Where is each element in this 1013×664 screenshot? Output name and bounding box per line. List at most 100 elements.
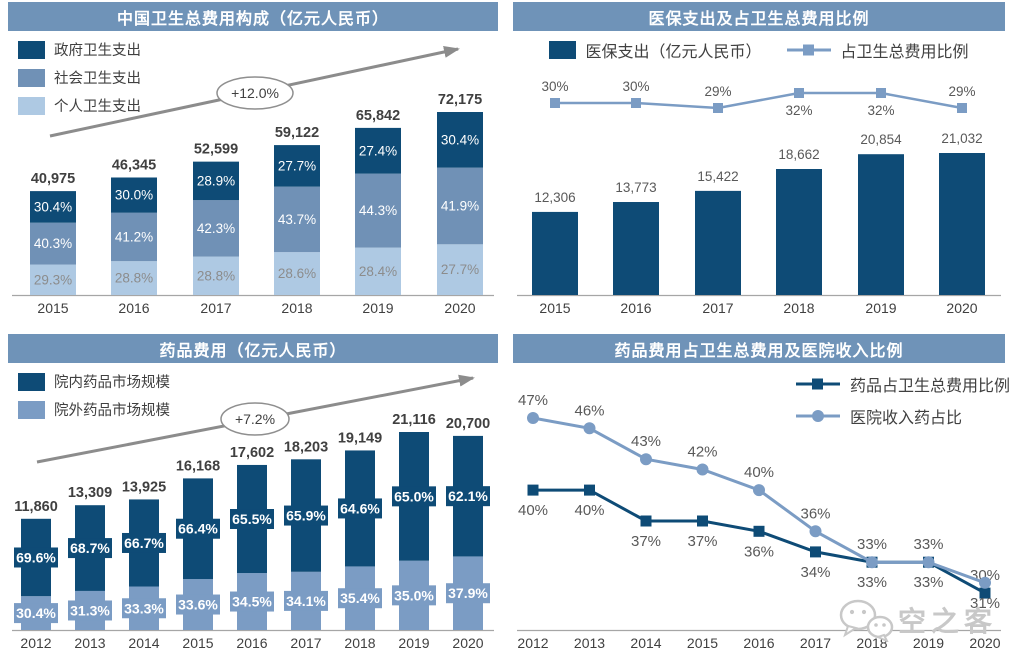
circle-marker — [979, 576, 991, 589]
legend-item: 占卫生总费用比例 — [786, 38, 969, 62]
segment-pct-label: 41.9% — [441, 198, 479, 213]
legend-line-square-icon — [796, 378, 840, 390]
pct-label: 42% — [687, 444, 717, 461]
legend-item: 社会卫生支出 — [18, 67, 141, 88]
legend-line-square-icon — [786, 44, 831, 56]
total-label: 40,975 — [31, 171, 75, 187]
x-axis-tick-label: 2017 — [290, 635, 321, 651]
x-axis-tick-label: 2013 — [574, 635, 605, 651]
growth-annotation-bubble — [220, 402, 290, 436]
segment-label-chip — [68, 600, 112, 621]
stacked-bar-2019: 28.4% 44.3% 27.4% — [355, 127, 401, 295]
segment-pct-label: 68.7% — [70, 540, 110, 556]
legend-line-circle-icon — [796, 410, 840, 422]
bar-segment — [30, 222, 76, 265]
bar-segment — [30, 191, 76, 223]
x-axis-tick-label: 2019 — [398, 635, 429, 651]
bar-segment — [193, 161, 239, 201]
total-label: 13,925 — [122, 479, 166, 495]
bar-2020 — [939, 153, 985, 295]
stacked-bar-2016: 28.8% 41.2% 30.0% — [111, 177, 157, 295]
segment-pct-label: 41.2% — [115, 229, 153, 244]
segment-label-chip — [446, 486, 490, 507]
segment-pct-label: 62.1% — [448, 488, 488, 504]
segment-pct-label: 27.4% — [359, 143, 397, 158]
legend-swatch-icon — [18, 96, 45, 115]
x-axis-tick-label: 2016 — [620, 300, 651, 316]
stacked-bar-2015: 33.6% 66.4% — [176, 478, 220, 630]
segment-pct-label: 66.4% — [178, 521, 218, 537]
bar-segment — [437, 167, 483, 245]
bar-segment — [437, 112, 483, 168]
wechat-chat-bubbles-icon — [839, 599, 894, 642]
total-label: 13,309 — [68, 485, 112, 501]
pct-label: 30% — [622, 79, 649, 94]
segment-label-chip — [284, 505, 328, 526]
segment-pct-label: 66.7% — [124, 535, 164, 551]
total-label: 20,700 — [446, 416, 490, 432]
total-label: 46,345 — [112, 157, 156, 173]
x-axis-tick-label: 2020 — [946, 300, 977, 316]
stacked-bar-2020: 37.9% 62.1% — [446, 435, 490, 630]
circle-marker — [583, 422, 596, 435]
stacked-bar-2020: 27.7% 41.9% 30.4% — [437, 112, 483, 295]
x-axis-tick-label: 2015 — [539, 300, 570, 316]
segment-pct-label: 69.6% — [16, 549, 56, 565]
segment-label-chip — [68, 538, 112, 559]
segment-label-chip — [14, 603, 58, 624]
stacked-bar-2016: 34.5% 65.5% — [230, 464, 274, 630]
line-marker — [713, 103, 723, 113]
stacked-bar-2013: 31.3% 68.7% — [68, 505, 112, 630]
segment-pct-label: 28.9% — [197, 173, 235, 188]
segment-pct-label: 31.3% — [70, 602, 110, 618]
segment-label-chip — [230, 509, 274, 530]
segment-pct-label: 44.3% — [359, 203, 397, 218]
x-axis-tick-label: 2018 — [783, 300, 814, 316]
growth-annotation-label: +7.2% — [235, 411, 275, 427]
circle-marker — [527, 412, 539, 424]
square-marker — [697, 515, 708, 527]
bar-value-label: 18,662 — [778, 147, 819, 162]
panel-drug-share-ratios: 药品费用占卫生总费用及医院收入比例 药品占卫生总费用比例 医院收入药占比 40% 4… — [513, 334, 1010, 660]
pct-label: 31% — [970, 595, 1000, 612]
pct-label: 33% — [913, 574, 943, 591]
total-label: 59,122 — [275, 125, 319, 141]
bar-segment — [111, 212, 157, 262]
x-axis-tick-label: 2015 — [182, 635, 213, 651]
square-marker — [753, 525, 765, 537]
pct-label: 29% — [948, 84, 975, 99]
segment-pct-label: 65.0% — [394, 488, 434, 504]
pct-label: 33% — [857, 536, 887, 553]
segment-pct-label: 30.4% — [16, 605, 56, 621]
total-label: 18,203 — [284, 439, 328, 455]
stacked-bar-2018: 28.6% 43.7% 27.7% — [274, 145, 320, 295]
x-axis-tick-label: 2018 — [856, 635, 887, 651]
pct-label: 34% — [800, 564, 830, 581]
square-marker — [527, 484, 539, 496]
pct-label: 33% — [857, 574, 887, 591]
total-label: 72,175 — [438, 92, 482, 108]
legend-label: 政府卫生支出 — [54, 43, 141, 59]
x-axis-tick-label: 2016 — [743, 635, 774, 651]
x-axis-tick-label: 2017 — [702, 300, 733, 316]
bar-segment — [274, 252, 320, 295]
legend: 院内药品市场规模 院外药品市场规模 — [18, 371, 170, 420]
pct-label: 37% — [687, 533, 717, 550]
x-axis-tick-label: 2012 — [517, 635, 548, 651]
legend-swatch-icon — [18, 68, 45, 87]
line-marker — [550, 98, 560, 108]
bar-segment — [274, 186, 320, 253]
pct-line — [555, 91, 963, 110]
bar-segment — [355, 173, 401, 248]
segment-label-chip — [122, 598, 166, 619]
legend-label: 社会卫生支出 — [54, 71, 141, 87]
line-marker — [631, 98, 641, 108]
panel-title: 中国卫生总费用构成（亿元人民币） — [8, 2, 498, 31]
segment-pct-label: 28.6% — [278, 266, 316, 281]
legend-swatch-icon — [18, 400, 45, 419]
bar-segment — [30, 264, 76, 295]
legend-item: 政府卫生支出 — [18, 39, 141, 60]
bar-line-chart: 12,306 13,773 15,422 18,662 20,854 21,032 30% 3… — [517, 79, 1001, 316]
legend-label: 占卫生总费用比例 — [840, 44, 969, 61]
